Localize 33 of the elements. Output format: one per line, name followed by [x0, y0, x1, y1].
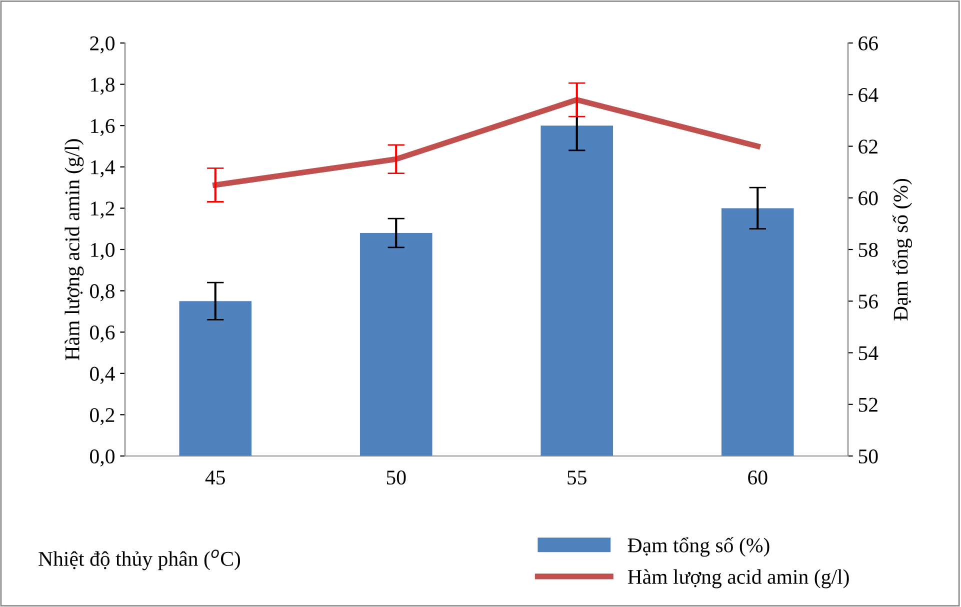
- y2-tick-label: 58: [858, 242, 878, 257]
- y2-tick-label: 50: [858, 449, 878, 464]
- y-tick-label: 1,2: [91, 202, 114, 219]
- x-tick-label: 60: [748, 470, 768, 485]
- y-tick-label: 1,4: [91, 160, 115, 178]
- x-axis-title: Nhiệt độ thủy phân ($^{o}$C): [38, 550, 240, 570]
- x-tick-label: 50: [386, 470, 406, 485]
- y-tick-label: 0,4: [90, 366, 115, 384]
- y-tick-label: 1,8: [91, 78, 114, 95]
- y-tick-label: 0,6: [90, 325, 115, 343]
- x-tick-label: 55: [568, 470, 586, 485]
- y-tick-label: 0,0: [90, 449, 114, 466]
- y2-tick-label: 66: [858, 36, 878, 50]
- y2-tick-label: 56: [858, 294, 878, 309]
- legend-label: Đạm tổng số (%): [628, 537, 770, 557]
- y2-tick-label: 62: [858, 140, 878, 154]
- y2-tick-label: 54: [858, 346, 878, 360]
- y-tick-label: 1,6: [91, 119, 115, 136]
- y2-tick-label: 64: [858, 88, 878, 102]
- x-tick-label: 45: [205, 470, 225, 485]
- y2-tick-label: 60: [858, 191, 878, 206]
- bar: [360, 232, 432, 456]
- bar: [179, 301, 252, 456]
- y2-axis-title: Đạm tổng số (%): [892, 178, 912, 320]
- y-tick-label: 0,2: [90, 408, 114, 426]
- y-axis-title: Hàm lượng acid amin (g/l): [64, 139, 84, 360]
- legend-label: Hàm lượng acid amin (g/l): [628, 569, 849, 588]
- bar: [540, 126, 614, 456]
- y-tick-label: 0,8: [90, 284, 114, 302]
- y-tick-label: 2,0: [90, 36, 114, 54]
- y-tick-label: 1,0: [91, 242, 114, 260]
- bar: [721, 208, 794, 456]
- y2-tick-label: 52: [858, 398, 878, 412]
